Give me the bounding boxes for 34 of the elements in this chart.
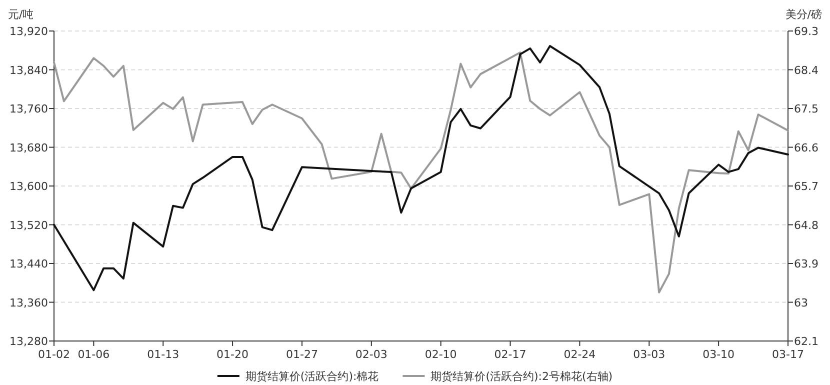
y-tick-label: 13,680 — [10, 141, 48, 154]
y-tick-label: 13,440 — [10, 258, 48, 270]
x-tick-label: 03-03 — [633, 348, 666, 361]
legend-label: 期货结算价(活跃合约):棉花 — [245, 370, 379, 383]
x-tick-label: 01-06 — [78, 348, 110, 361]
y2-tick-label: 63.9 — [794, 258, 818, 270]
y2-tick-label: 69.3 — [794, 25, 818, 38]
y-tick-label: 13,920 — [10, 25, 48, 38]
y-axis-title: 元/吨 — [8, 8, 34, 21]
x-tick-label: 02-10 — [424, 348, 457, 361]
x-tick-label: 01-02 — [38, 348, 70, 361]
y2-tick-label: 66.6 — [794, 141, 818, 154]
y2-tick-label: 64.8 — [794, 218, 818, 232]
x-tick-label: 03-17 — [772, 348, 804, 361]
y-tick-label: 13,840 — [10, 64, 48, 77]
y-tick-label: 13,600 — [10, 180, 48, 193]
x-tick-label: 01-13 — [147, 348, 180, 361]
y2-tick-label: 65.7 — [794, 180, 818, 193]
y-tick-label: 13,360 — [10, 296, 48, 310]
x-tick-label: 03-10 — [702, 348, 735, 361]
y2-tick-label: 63 — [794, 296, 808, 310]
x-tick-label: 02-24 — [564, 348, 596, 361]
y-tick-label: 13,520 — [10, 218, 48, 232]
legend-label: 期货结算价(活跃合约):2号棉花(右轴) — [430, 370, 613, 383]
x-tick-label: 02-03 — [355, 348, 388, 361]
x-tick-label: 01-20 — [216, 348, 249, 361]
y-tick-label: 13,280 — [10, 335, 48, 348]
y2-tick-label: 67.5 — [794, 102, 818, 116]
y2-tick-label: 68.4 — [794, 64, 818, 77]
x-tick-label: 02-17 — [494, 348, 526, 361]
y-tick-label: 13,760 — [10, 102, 48, 116]
x-tick-label: 01-27 — [286, 348, 318, 361]
y2-tick-label: 62.1 — [794, 335, 818, 348]
y2-axis-title: 美分/磅 — [785, 8, 822, 21]
